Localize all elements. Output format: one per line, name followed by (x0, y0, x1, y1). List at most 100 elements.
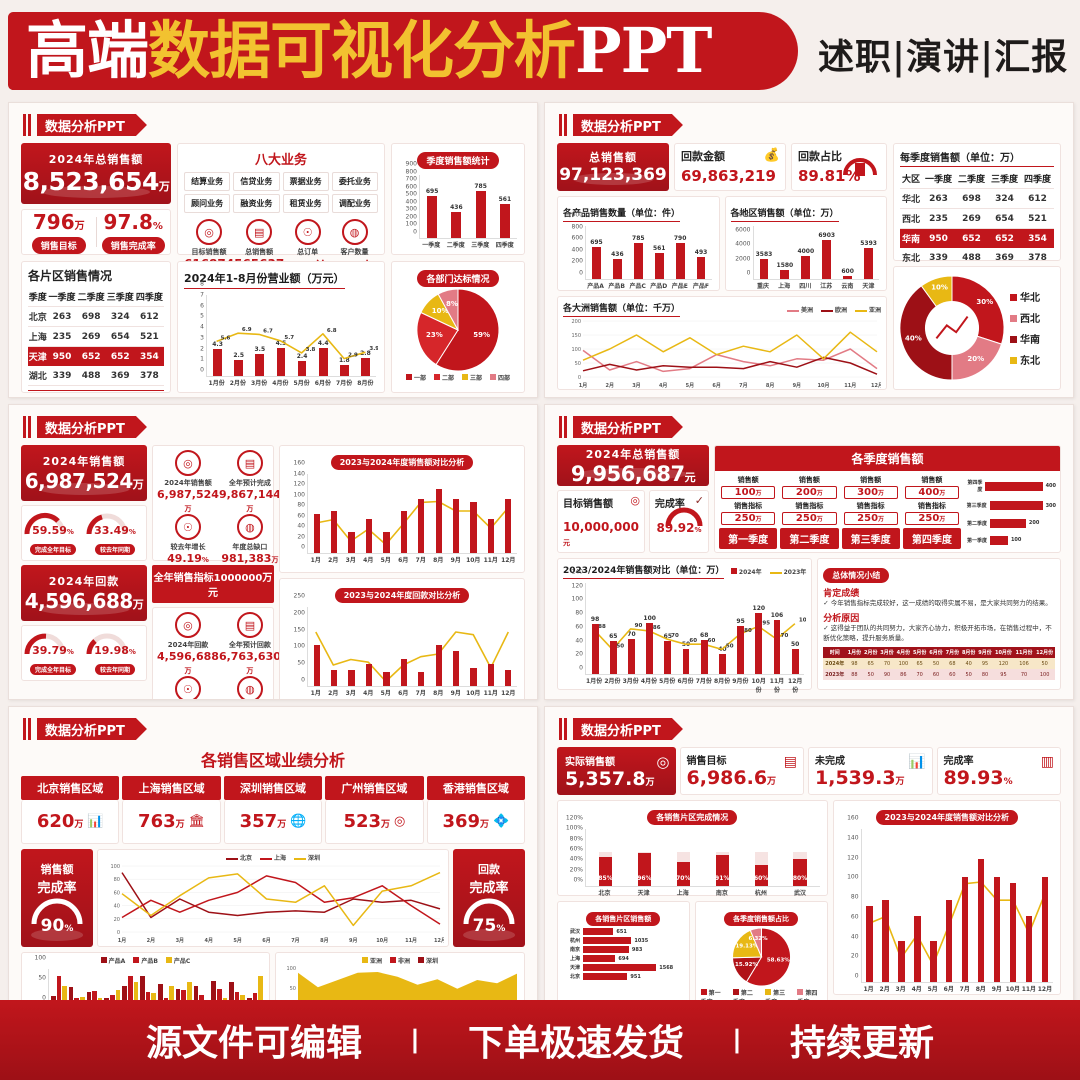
s4-quarter-header: 各季度销售额 (715, 446, 1060, 471)
slide-2: 数据分析PPT 总销售额 97,123,369 回款金额 (544, 102, 1074, 398)
hbar-row: 第四季度 400 (967, 480, 1056, 494)
s1-biz-item[interactable]: 顾问业务 (184, 194, 231, 213)
s4-quarter-col: 销售额 200万 销售指标 250万 第二季度 (780, 475, 839, 549)
s3-sales-metric: ◍ 年度总缺口 981,383万 (219, 514, 281, 565)
table-row[interactable]: 东北 339 488 369 378 (901, 252, 1047, 265)
slide-4: 数据分析PPT 2024年总销售额 9,956,687元 目标销售额 ◎ (544, 404, 1074, 700)
s2-continent-title: 各大洲销售额（单位：千万） (563, 301, 681, 317)
s2-ratio-label: 回款占比 (798, 150, 842, 163)
svg-text:8月: 8月 (766, 382, 774, 389)
legend-item: 北京 (225, 853, 252, 862)
header-title-part3: PPT (575, 14, 712, 87)
s5-area-chart-card: 亚洲 非洲 深圳 0501001月2月3月4月5月6月7月8月9月10月11月1… (275, 952, 525, 1001)
hbar-row: 天津 1568 (569, 964, 674, 971)
legend-item: 深圳 (294, 853, 320, 862)
s5-area-legend: 亚洲 非洲 深圳 (280, 956, 520, 965)
slide-3: 数据分析PPT 2024年销售额 6,987,524万 (8, 404, 538, 700)
target-icon: ◎ (174, 450, 201, 476)
s1-biz-item[interactable]: 票据业务 (282, 172, 329, 191)
s1-metric-label: 总销售额 (245, 248, 274, 256)
s1-biz-item[interactable]: 结算业务 (184, 172, 231, 191)
s6-hbar-title: 各销售片区销售额 (586, 912, 661, 926)
s4-summary-card: 总体情况小结 肯定成绩 ✓ 今年销售指标完成较好，这一成绩的取得实属不易，是大家… (817, 558, 1061, 690)
svg-text:20%: 20% (967, 355, 984, 363)
hbar-row: 第三季度 300 (966, 501, 1056, 511)
tag-label: 数据分析PPT (37, 718, 147, 740)
s5-region-card[interactable]: 北京销售区域 620万 📊 (21, 776, 120, 844)
s4-total-label: 2024年总销售额 (585, 447, 681, 461)
money-icon: 💠 (493, 814, 510, 829)
s1-biz-item[interactable]: 信贷业务 (233, 172, 280, 191)
s5-region-card[interactable]: 广州销售区域 523万 ◎ (325, 776, 424, 844)
bar-growth-icon: 📊 (87, 814, 104, 829)
s4-summary-table: 时间 1月份 2月份 3月份 4月份 5月份 6月份 7月份 8月份 9月份 1 (823, 647, 1055, 681)
s1-biz-item[interactable]: 委托业务 (331, 172, 378, 191)
header-title-part2: 数据可视化分析 (148, 14, 576, 87)
table-row[interactable]: 华北 263 698 324 612 (900, 188, 1054, 209)
header-subtitle: 述职|演讲|汇报 (818, 36, 1069, 78)
header-title: 高端数据可视化分析PPT (26, 20, 712, 82)
s5-product-legend: 产品A 产品B 产品C (26, 956, 265, 965)
s5-region-card[interactable]: 香港销售区域 369万 💠 (426, 776, 526, 844)
s5-product-chart-card: 产品A 产品B 产品C 0501001月2月3月4月5月6月7月8月9月10月1… (21, 952, 270, 1001)
s3-recv-value: 4,596,688万 (24, 589, 144, 613)
tag-label: 数据分析PPT (37, 114, 147, 136)
target-icon: ◎ (196, 219, 223, 245)
s1-quarter-chart-card: 季度销售额统计 0 100 200 300 400 500 600 700 800 900 695 4… (391, 143, 525, 255)
target-icon: ◎ (630, 494, 640, 507)
s1-kpi-card: 796万 销售目标 97.8% 销售完成率 (21, 209, 171, 255)
gauge-arc-icon (31, 898, 83, 924)
s1-target-value: 796万 (32, 210, 85, 234)
table-row[interactable]: 西北 235 269 654 521 (900, 208, 1054, 229)
checklist-icon: ▤ (783, 754, 797, 770)
s1-biz-item[interactable]: 调配业务 (331, 194, 378, 213)
s4-summary-t1: ✓ 今年销售指标完成较好，这一成绩的取得实属不易，是大家共同努力的结果。 (823, 599, 1052, 607)
s4-quarter-col: 销售额 400万 销售指标 250万 第四季度 (902, 475, 961, 549)
s1-biz-item[interactable]: 融资业务 (233, 194, 280, 213)
table-row[interactable]: 北京 263 698 324 612 (28, 306, 164, 327)
s1-biz-item[interactable]: 租赁业务 (282, 194, 329, 213)
table-row[interactable]: 2024年 98 65 70 100 65 50 68 40 95 120 (823, 658, 1055, 670)
legend-item: 产品B (133, 956, 158, 965)
s2-product-bar-chart: 0 200 400 600 800 1000 695 436 785 561 790 493 产品A 产品… (563, 212, 714, 294)
svg-text:9月: 9月 (793, 382, 801, 389)
gap-icon: ◍ (236, 676, 263, 699)
slides-grid: 数据分析PPT 2024年总销售额 8,523,654万 796万 (0, 98, 1080, 1002)
table-row[interactable]: 上海 235 269 654 521 (28, 326, 164, 347)
s3-sales-label: 2024年销售额 (42, 455, 126, 468)
svg-text:60: 60 (114, 890, 120, 896)
svg-text:10月: 10月 (818, 382, 830, 389)
s3-gauge-c-label: 完成全年目标 (29, 664, 76, 675)
s2-recv-card: 回款金额 69,863,219 💰 (674, 143, 786, 191)
gauge-arc-icon (86, 633, 128, 655)
footer-item-3: 持续更新 (790, 1022, 935, 1064)
svg-text:3月: 3月 (632, 382, 640, 389)
s1-region-table: 季度 一季度 二季度 三季度 四季度 北京 263 698 324 612 上海 235 2… (28, 287, 164, 386)
legend-item: 一部 (405, 373, 426, 382)
svg-text:6.32%: 6.32% (748, 936, 768, 942)
s5-product-bar-chart: 0501001月2月3月4月5月6月7月8月9月10月11月12月 (26, 955, 265, 1001)
s4-summary-t2: ✓ 这得益于团队的共同努力，大家齐心协力，积极开拓市场，在销售过程中，不断优化策… (823, 623, 1052, 642)
s3-recv-metric: ◍年度总缺口1,795,325万 (219, 676, 281, 699)
svg-text:8%: 8% (446, 300, 458, 308)
legend-item: 华北 (1010, 289, 1040, 304)
s1-rate-value: 97.8% (103, 210, 163, 234)
s5-region-card[interactable]: 深圳销售区域 357万 🌐 (223, 776, 323, 844)
s5-left-gauge: 销售额 完成率 90% (21, 849, 93, 947)
chart-icon: ▤ (246, 219, 273, 245)
svg-text:3月: 3月 (176, 937, 184, 944)
table-row[interactable]: 天津 950 652 652 354 (28, 346, 164, 366)
s4-summary-h1: 肯定成绩 (823, 589, 860, 599)
svg-text:50: 50 (290, 986, 296, 992)
table-row[interactable]: 湖北 339 488 369 378 (28, 366, 164, 386)
svg-text:4月: 4月 (204, 937, 212, 944)
table-row[interactable]: 2023年 88 50 90 86 70 60 60 50 80 95 (823, 669, 1055, 681)
s6-kpi-card: 未完成 1,539.3万 📊 (808, 747, 933, 795)
s4-quarter-hbars: 第四季度 400 第三季度 300 第二季度 200 第一季度 100 (964, 475, 1056, 549)
s3-gauge-b-value: 33.49% (94, 524, 136, 537)
s1-rate-label: 销售完成率 (101, 237, 165, 254)
legend-item: 亚洲 (361, 956, 382, 965)
svg-text:40: 40 (114, 904, 120, 910)
s5-region-card[interactable]: 上海销售区域 763万 🏛 (122, 776, 221, 844)
table-row[interactable]: 华南 950 652 652 354 (900, 228, 1054, 248)
